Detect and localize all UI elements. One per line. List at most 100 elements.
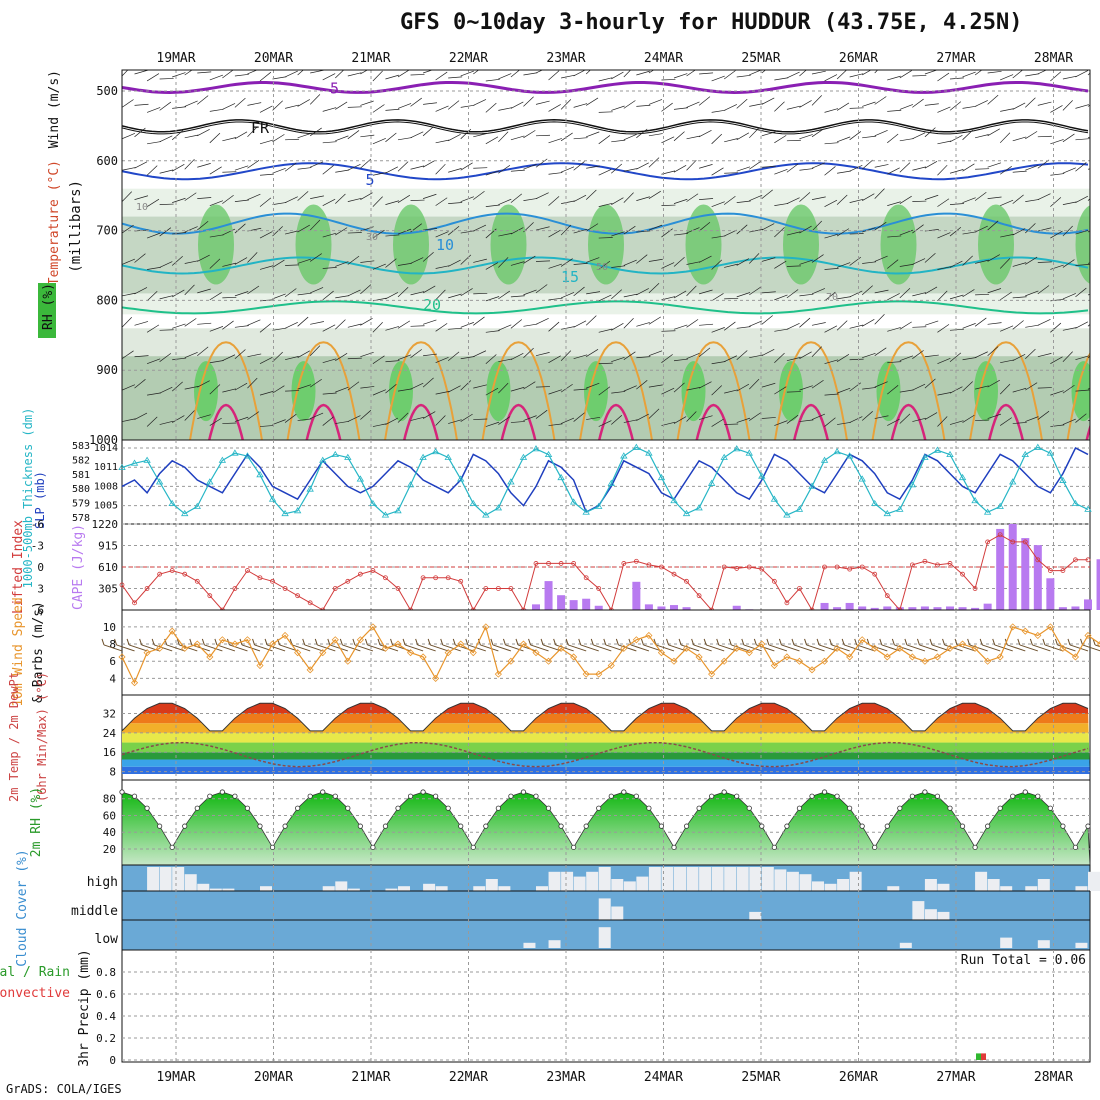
cape-bar [532,604,540,610]
wind-barb [448,202,463,204]
cape-bar [983,603,992,610]
wind-barb [786,414,799,424]
wind-barb [435,197,448,206]
rh-marker [583,823,589,829]
wind10-barb [666,638,670,646]
cloud-high-bar [724,867,737,891]
wind-barb [887,259,899,269]
thickness-marker [745,449,753,456]
wind10-barb [292,644,311,652]
wind-barb [335,227,348,236]
wind10-marker [218,636,226,644]
wind-barb [146,73,160,82]
wind-barb [585,223,599,232]
wind-barb [272,327,287,331]
temp-band [122,766,1090,774]
wind-barb [473,167,488,169]
wind-barb [510,227,524,235]
wind-barb [711,109,726,113]
wind-barb [1012,262,1027,267]
wind-barb [410,257,424,264]
wind-barb [535,100,550,105]
wind-barb [937,392,952,396]
wind10-marker [745,649,753,657]
thickness-marker [883,509,891,517]
wind-barb [686,411,697,422]
wind-barb [648,70,655,74]
wind-barb [899,195,912,204]
wind-barb [874,415,889,419]
wind-barb [523,72,538,76]
wind-barb [347,72,362,77]
wind-barb [987,162,1002,168]
isotherm-5 [122,162,1089,181]
wind10-barb [465,638,469,646]
wind-barb [648,316,661,325]
wind-barb [987,379,1000,388]
wind-barb [410,199,425,201]
wind10-marker [570,653,578,661]
wind-barb [899,355,914,362]
wind10-marker [344,657,352,665]
lifted-index-marker [583,575,589,581]
rh-marker [671,844,677,850]
wind-barb [711,293,724,302]
wind-barb [899,321,912,330]
wind-barb [924,252,936,263]
thickness-ylabel: 1000-500mb Thickness (dm) [21,408,35,589]
wind10-barb [806,644,825,652]
wind-barb [749,412,762,421]
wind-barb [272,293,286,300]
wind-barb [586,257,600,263]
wind-barb [1062,133,1075,143]
lifted-index-marker [721,564,727,570]
rh-marker [997,805,1003,811]
wind-barb [360,318,373,326]
wind-barb [171,130,183,141]
wind10-barb [731,644,750,652]
wind-barb [1025,256,1038,265]
bottom-date-label: 24MAR [644,1070,683,1085]
wind-barb [523,347,534,358]
wind-barb [297,258,312,264]
wind-barb [172,415,185,423]
lifted-index-marker [383,575,388,581]
wind-barb [410,291,425,296]
wind-barb [335,420,350,424]
wind-barb [836,70,848,80]
wind-barb [485,102,497,113]
wind-barb [573,228,588,234]
cloud-high-bar [648,867,661,891]
isotherm-label: -5 [321,79,339,97]
cloud-high-bar [1075,886,1088,891]
wind-barb [623,168,638,172]
wind-barb [912,326,927,328]
wind-barb [899,104,914,110]
wind-barb [711,235,726,239]
lifted-index-marker [445,575,451,581]
cape-bar [933,607,942,610]
thickness-tick: 578 [72,513,90,524]
wind-barb [122,224,134,234]
rh-marker [219,789,225,795]
wind-barb [309,345,321,356]
wind-barb [887,201,901,206]
wind-barb [548,196,560,206]
wind-barb [397,412,409,423]
wind-barb [172,323,186,329]
wind-barb [874,164,889,168]
wind-barb [987,94,999,105]
cape-bar [946,606,954,610]
wind-barb [234,349,246,359]
surface-arch [871,341,946,440]
wind-barb [523,415,537,421]
wind-barb [448,327,463,330]
wind-barb [698,221,711,232]
wind10-barb [164,638,168,646]
wind10-barb [279,644,298,652]
wind-barb [247,102,262,106]
wind-barb [435,356,449,364]
wind-barb [1075,355,1090,361]
thickness-marker [181,509,189,517]
wind10-marker [294,649,302,657]
